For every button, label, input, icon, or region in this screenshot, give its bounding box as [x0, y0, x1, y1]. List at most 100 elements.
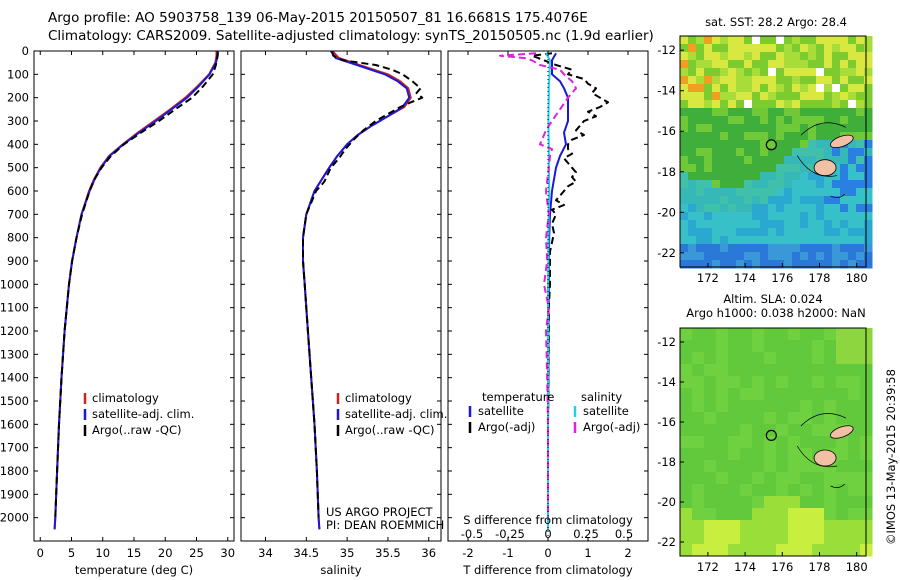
sst-map-cell	[808, 108, 817, 117]
sst-map-cell	[848, 84, 857, 93]
sla-map-cell	[728, 364, 741, 377]
sla-map-cell	[692, 352, 705, 365]
sst-map-cell	[752, 36, 761, 45]
sla-map-cell	[812, 376, 825, 389]
sst-map-cell	[840, 68, 849, 77]
depth-tick-label: 300	[7, 114, 29, 128]
sst-map-cell	[792, 180, 801, 189]
depth-tick-label: 0	[22, 44, 29, 58]
legend-label: Argo(-adj)	[478, 420, 535, 434]
sla-map-cell	[788, 496, 801, 509]
sla-map-cell	[848, 340, 861, 353]
sla-map-cell	[752, 376, 765, 389]
sst-map-cell	[824, 188, 833, 197]
sst-map-cell	[824, 76, 833, 85]
sla-map-cell	[788, 400, 801, 413]
sst-map-cell	[808, 84, 817, 93]
sla-map-cell	[812, 436, 825, 449]
sla-map-cell	[716, 520, 729, 533]
sst-map-cell	[712, 236, 721, 245]
sst-map-cell	[680, 260, 689, 269]
sla-map-cell	[848, 484, 861, 497]
sla-map-cell	[836, 364, 849, 377]
sst-map-cell	[784, 236, 793, 245]
sst-map-cell	[736, 148, 745, 157]
sst-map-cell	[720, 164, 729, 173]
sst-map-cell	[720, 148, 729, 157]
sst-map-cell	[744, 172, 753, 181]
depth-tick-label: 1300	[0, 347, 29, 361]
sst-map-cell	[736, 140, 745, 149]
sst-map-cell	[680, 60, 689, 69]
sla-map-cell	[716, 544, 729, 557]
sst-map-cell	[760, 196, 769, 205]
sst-map-cell	[856, 92, 865, 101]
sst-map-cell	[856, 68, 865, 77]
sst-map-cell	[864, 196, 873, 205]
sst-map-cell	[800, 100, 809, 109]
sst-map-cell	[712, 252, 721, 261]
sst-map-cell	[696, 60, 705, 69]
sst-map-cell	[856, 140, 865, 149]
x-tick-label: 36	[421, 546, 436, 560]
sst-map-cell	[680, 68, 689, 77]
sst-map-cell	[760, 252, 769, 261]
sst-map-cell	[712, 92, 721, 101]
sst-map-cell	[744, 44, 753, 53]
sst-map-cell	[760, 188, 769, 197]
sst-map-cell	[776, 84, 785, 93]
sla-map-cell	[704, 340, 717, 353]
sla-map-cell	[764, 520, 777, 533]
sst-map-cell	[776, 212, 785, 221]
sst-map-cell	[704, 100, 713, 109]
sst-map-cell	[768, 84, 777, 93]
sla-map-cell	[704, 496, 717, 509]
sla-map-cell	[752, 544, 765, 557]
sst-map-cell	[768, 172, 777, 181]
sst-map-cell	[816, 140, 825, 149]
sst-map-cell	[824, 220, 833, 229]
sst-map-cell	[792, 52, 801, 61]
depth-tick-label: 1700	[0, 441, 29, 455]
sst-map-cell	[760, 220, 769, 229]
sst-map-cell	[840, 188, 849, 197]
sst-map-cell	[696, 116, 705, 125]
sla-map-cell	[716, 472, 729, 485]
sst-map-cell	[744, 92, 753, 101]
sst-map-cell	[704, 108, 713, 117]
sst-map-cell	[848, 60, 857, 69]
sla-map-cell	[848, 472, 861, 485]
sst-map-cell	[752, 108, 761, 117]
sst-map-cell	[744, 164, 753, 173]
sst-map-cell	[712, 68, 721, 77]
diff-legend-title: temperature	[482, 390, 554, 404]
sst-map-cell	[696, 148, 705, 157]
sst-map-cell	[800, 220, 809, 229]
sla-map-cell	[812, 496, 825, 509]
series-line-t-satellite	[547, 52, 569, 530]
sst-map-cell	[696, 68, 705, 77]
sla-map-cell	[788, 484, 801, 497]
sla-map-cell	[812, 400, 825, 413]
legend-label: satellite	[478, 404, 524, 418]
sst-map-cell	[760, 132, 769, 141]
sst-map-cell	[680, 196, 689, 205]
sst-map-cell	[800, 148, 809, 157]
sla-map-cell	[704, 412, 717, 425]
sla-map-cell	[728, 448, 741, 461]
lon-tick-label: 178	[809, 271, 831, 285]
sst-map-cell	[688, 220, 697, 229]
sst-map-cell	[736, 108, 745, 117]
profile-panel-frame	[240, 50, 442, 542]
sst-map-cell	[792, 124, 801, 133]
sst-map-cell	[712, 260, 721, 269]
sla-map-cell	[752, 448, 765, 461]
sst-map-cell	[752, 44, 761, 53]
sst-map-cell	[792, 204, 801, 213]
sla-map-cell	[764, 496, 777, 509]
sst-map-cell	[680, 108, 689, 117]
sst-map-cell	[776, 196, 785, 205]
sst-map-cell	[848, 52, 857, 61]
sst-map-cell	[848, 148, 857, 157]
sla-map-cell	[752, 436, 765, 449]
